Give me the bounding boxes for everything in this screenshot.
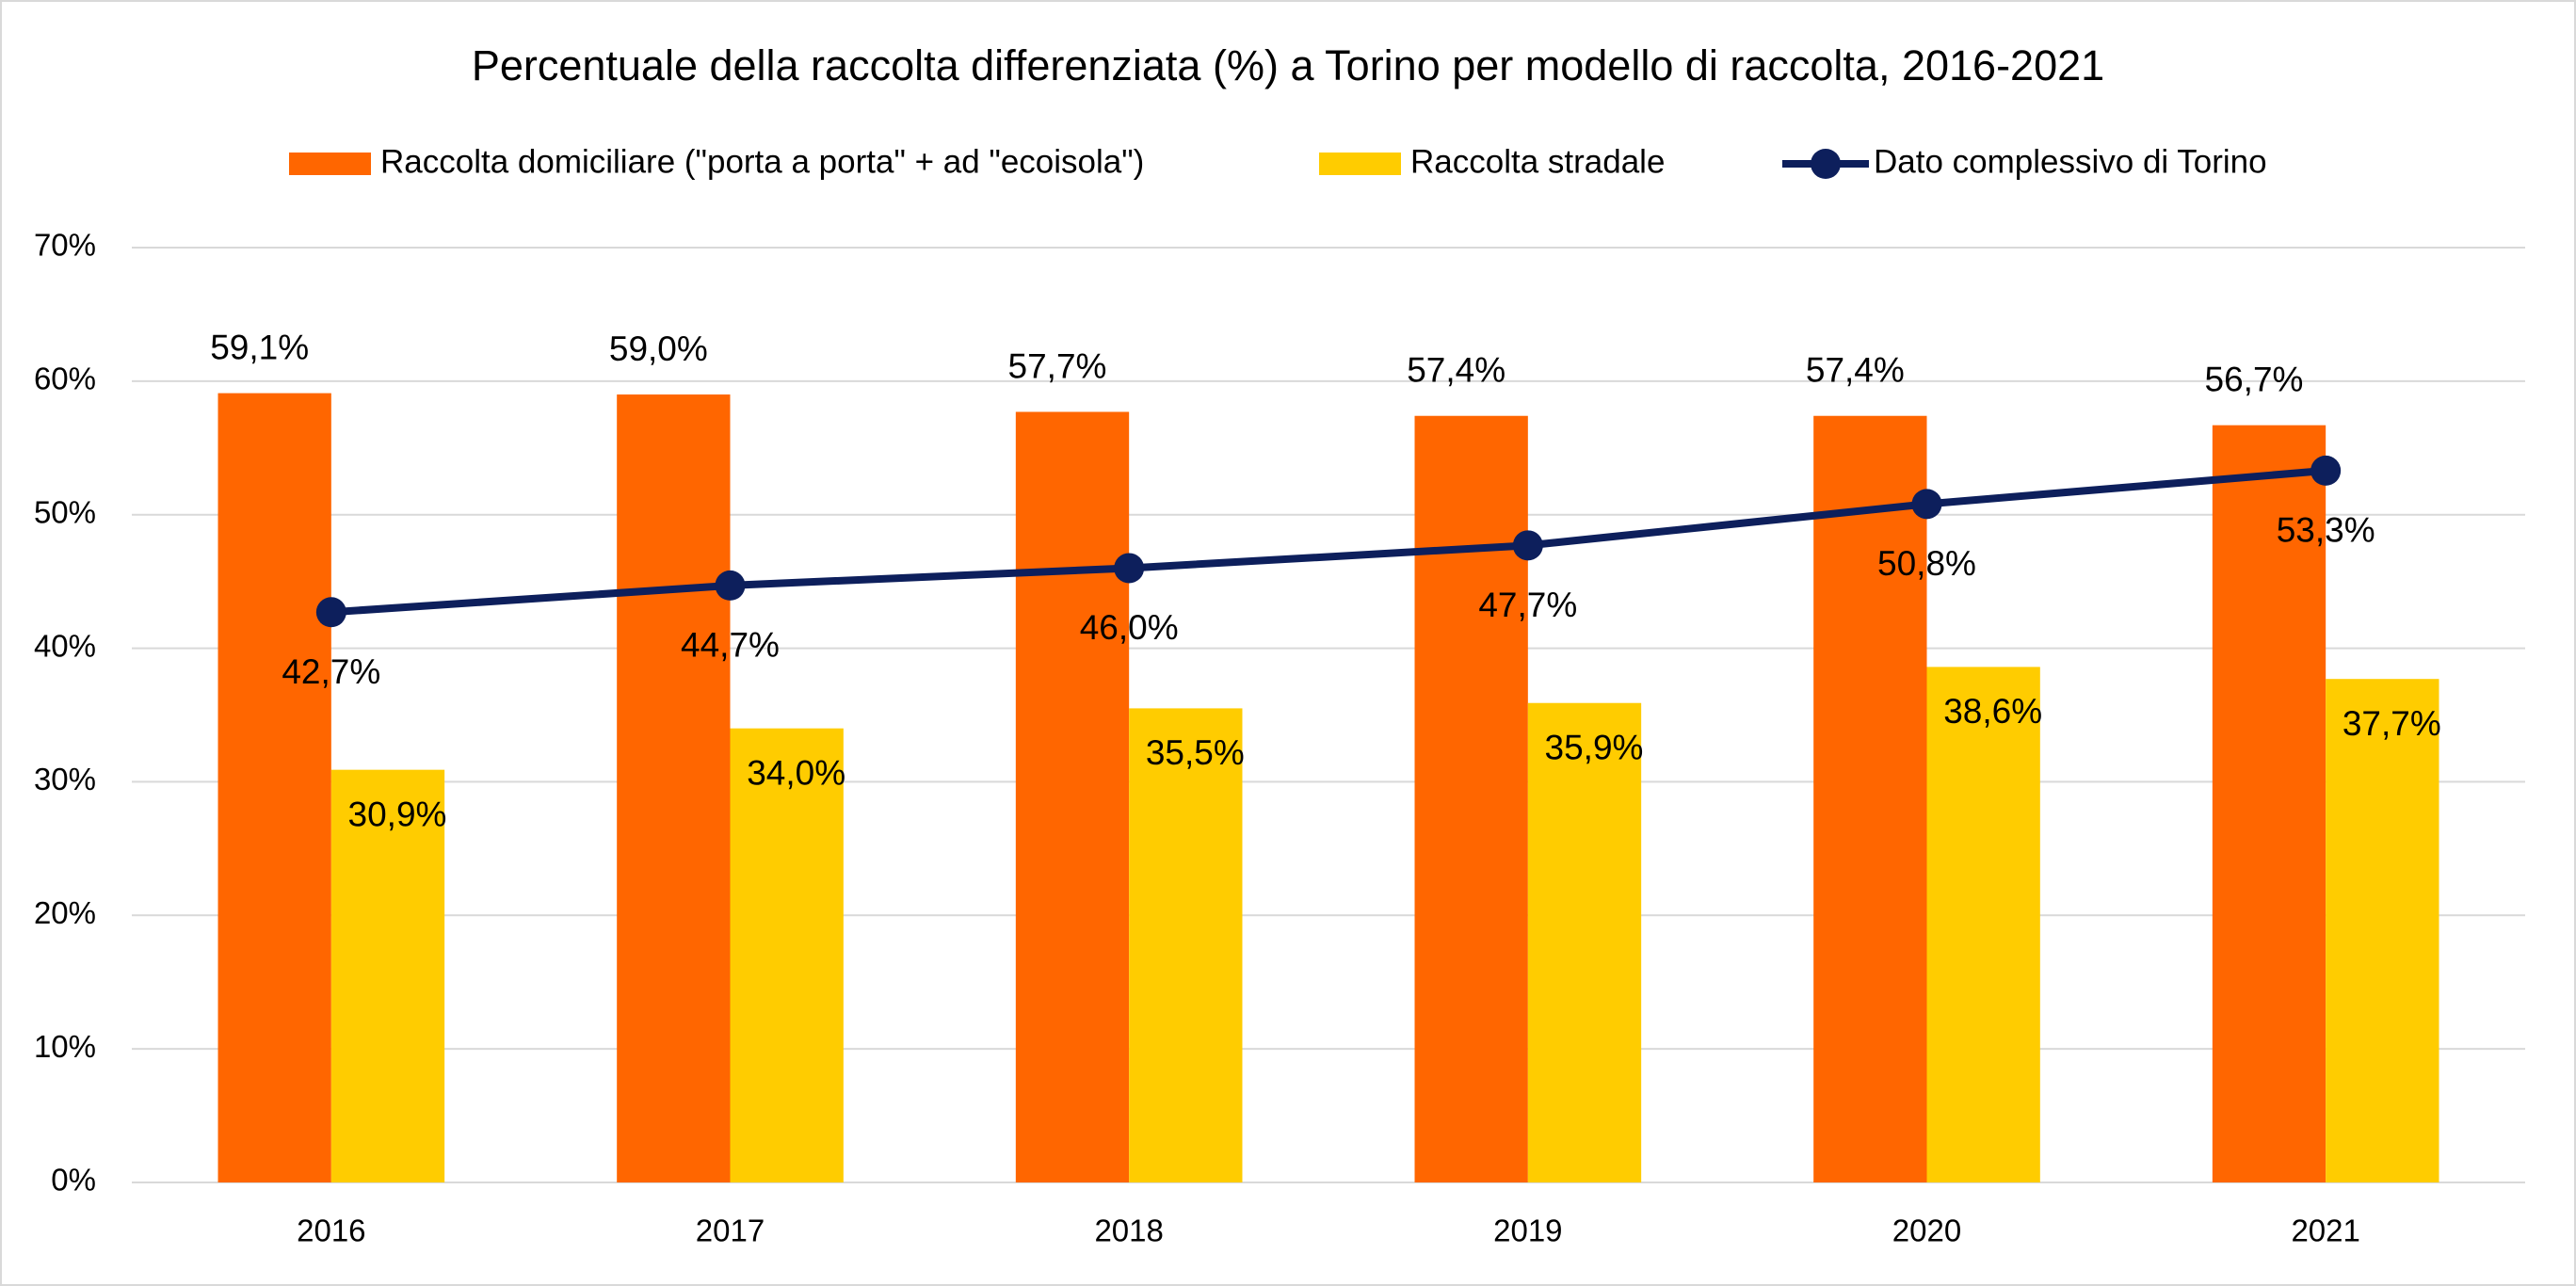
bar	[730, 728, 844, 1182]
legend-label: Raccolta stradale	[1410, 143, 1665, 180]
data-label: 59,1%	[210, 328, 309, 366]
bar	[1926, 667, 2040, 1182]
y-tick-label: 60%	[34, 362, 96, 396]
bar	[1129, 708, 1243, 1182]
x-tick-label: 2020	[1892, 1214, 1961, 1248]
bar	[330, 769, 445, 1182]
y-tick-label: 50%	[34, 494, 96, 529]
y-tick-label: 10%	[34, 1029, 96, 1064]
legend-swatch	[1319, 153, 1401, 175]
bar	[1527, 702, 1642, 1182]
data-label: 47,7%	[1478, 586, 1577, 624]
x-tick-label: 2016	[297, 1214, 365, 1248]
data-label: 50,8%	[1877, 544, 1976, 583]
data-label: 53,3%	[2277, 511, 2375, 550]
chart-title: Percentuale della raccolta differenziata…	[472, 41, 2104, 89]
bar	[1813, 415, 1927, 1182]
data-label: 57,4%	[1407, 351, 1505, 390]
legend-swatch	[289, 153, 371, 175]
data-label: 38,6%	[1943, 692, 2042, 731]
line	[330, 466, 2326, 617]
data-label: 46,0%	[1080, 608, 1179, 647]
x-tick-label: 2017	[696, 1214, 765, 1248]
line-marker	[1911, 489, 1942, 520]
y-tick-label: 70%	[34, 228, 96, 263]
data-label: 30,9%	[348, 795, 447, 833]
data-label: 34,0%	[747, 753, 845, 792]
y-tick-label: 20%	[34, 895, 96, 930]
y-tick-label: 0%	[51, 1163, 96, 1198]
bar	[1015, 411, 1130, 1183]
legend-label: Raccolta domiciliare ("porta a porta" + …	[380, 143, 1144, 180]
data-label: 35,9%	[1545, 729, 1644, 767]
line-marker	[1512, 530, 1543, 561]
data-label: 37,7%	[2343, 704, 2441, 743]
data-label: 35,5%	[1146, 733, 1245, 772]
data-label: 42,7%	[282, 652, 380, 691]
bar	[617, 394, 731, 1182]
line-marker	[715, 570, 746, 601]
legend-swatch	[1811, 149, 1841, 179]
line-marker	[315, 597, 346, 628]
x-tick-label: 2018	[1094, 1214, 1163, 1248]
y-tick-label: 30%	[34, 762, 96, 796]
data-label: 56,7%	[2205, 360, 2304, 398]
bar	[2326, 679, 2439, 1182]
data-label: 57,4%	[1806, 351, 1905, 390]
x-tick-label: 2019	[1493, 1214, 1562, 1248]
data-label: 44,7%	[681, 626, 780, 665]
bar	[1414, 415, 1528, 1182]
bar	[2212, 425, 2326, 1182]
data-label: 57,7%	[1008, 346, 1107, 385]
x-tick-label: 2021	[2291, 1214, 2359, 1248]
legend-label: Dato complessivo di Torino	[1874, 143, 2267, 180]
bar	[217, 393, 331, 1183]
y-tick-label: 40%	[34, 628, 96, 663]
data-label: 59,0%	[609, 330, 708, 368]
line-marker	[1114, 553, 1145, 584]
line-marker	[2310, 455, 2342, 486]
